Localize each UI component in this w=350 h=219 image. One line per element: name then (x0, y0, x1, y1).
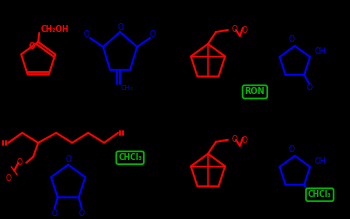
Text: O: O (28, 42, 35, 51)
Text: O: O (289, 145, 295, 154)
Text: O: O (232, 25, 238, 34)
Text: O: O (117, 23, 123, 32)
Text: OH: OH (315, 157, 327, 166)
Text: CHCl₃: CHCl₃ (308, 190, 332, 199)
Text: O: O (242, 26, 248, 35)
Text: CHCl₃: CHCl₃ (118, 153, 142, 162)
Text: O: O (232, 135, 238, 144)
Text: OH: OH (315, 48, 327, 57)
Text: O: O (150, 30, 156, 39)
Text: O: O (16, 158, 22, 167)
Text: O: O (79, 209, 85, 218)
Text: O: O (289, 35, 295, 44)
Text: O: O (5, 174, 11, 183)
Text: O: O (306, 83, 312, 92)
Text: O: O (65, 155, 71, 164)
Text: O: O (242, 136, 248, 145)
Text: CH₂: CH₂ (121, 85, 134, 91)
Text: O: O (52, 209, 57, 218)
Text: O: O (83, 30, 89, 39)
Text: CH₂OH: CH₂OH (40, 25, 69, 34)
Text: RON: RON (245, 87, 265, 96)
Text: O: O (306, 193, 312, 202)
